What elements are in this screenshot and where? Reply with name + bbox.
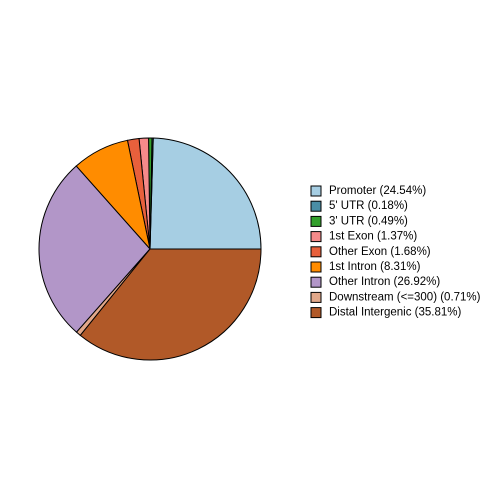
- legend-swatch: [310, 276, 322, 288]
- legend-label: Distal Intergenic (35.81%): [329, 307, 461, 319]
- legend-label: 3' UTR (0.49%): [329, 215, 408, 227]
- legend-label: Other Intron (26.92%): [329, 276, 440, 288]
- legend-swatch: [310, 231, 322, 243]
- legend-swatch: [310, 185, 322, 197]
- pie-slice: [79, 248, 262, 361]
- legend-label: 5' UTR (0.18%): [329, 200, 408, 212]
- legend-swatch: [310, 246, 322, 258]
- legend-swatch: [310, 200, 322, 212]
- legend-label: Promoter (24.54%): [329, 185, 426, 197]
- legend-label: 1st Intron (8.31%): [329, 261, 421, 273]
- legend-label: Downstream (<=300) (0.71%): [329, 291, 481, 303]
- pie-slice: [38, 165, 151, 333]
- legend-swatch: [310, 291, 322, 303]
- legend-label: 1st Exon (1.37%): [329, 231, 417, 243]
- legend-swatch: [310, 215, 322, 227]
- legend-label: Other Exon (1.68%): [329, 246, 431, 258]
- legend-swatch: [310, 261, 322, 273]
- legend-swatch: [310, 307, 322, 319]
- pie-slice: [149, 137, 262, 250]
